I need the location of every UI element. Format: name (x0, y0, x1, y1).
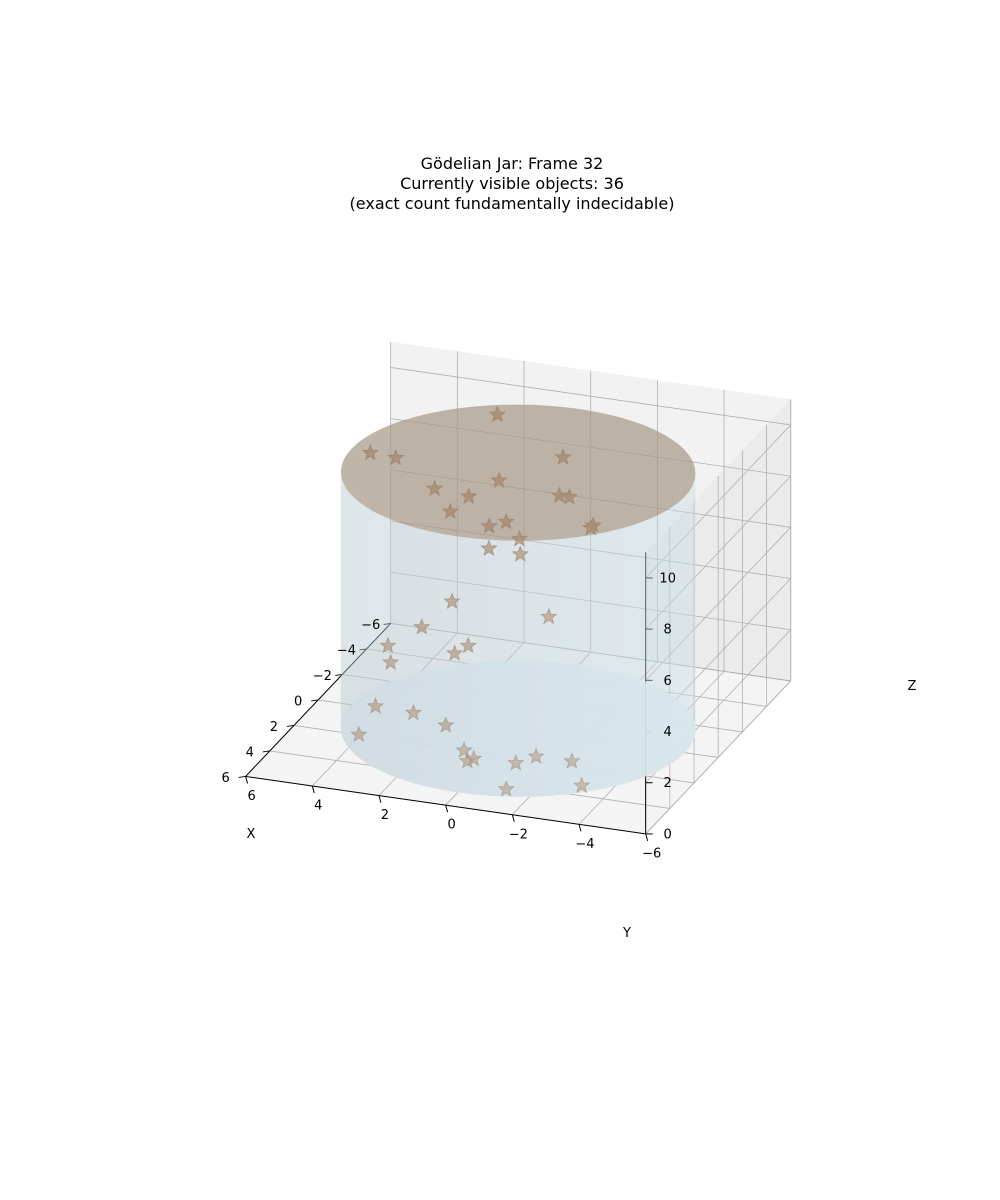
chart-title: Gödelian Jar: Frame 32 Currently visible… (350, 154, 675, 213)
title-line-2: Currently visible objects: 36 (400, 174, 624, 193)
x-tick-label: −4 (337, 643, 356, 658)
z-axis-label: Z (908, 679, 917, 694)
x-tick-label: 2 (270, 720, 278, 735)
jar-front (340, 404, 696, 797)
grid-back-z (390, 367, 791, 426)
z-tick-label: 2 (664, 776, 672, 791)
x-tick-label: −2 (313, 669, 332, 684)
z-tick-label: 10 (659, 571, 676, 586)
y-tick-mark (378, 795, 382, 803)
x-tick-label: −6 (361, 618, 380, 633)
y-tick-mark (511, 814, 515, 822)
x-axis-label: X (247, 827, 256, 842)
y-tick-mark (245, 776, 249, 784)
jar-side (340, 472, 696, 797)
y-tick-mark (645, 833, 649, 842)
y-tick-label: −2 (509, 827, 528, 842)
y-tick-label: −4 (575, 837, 594, 852)
y-tick-label: −6 (642, 846, 661, 861)
x-tick-mark (286, 724, 295, 727)
title-line-3: (exact count fundamentally indecidable) (350, 194, 675, 213)
x-tick-mark (311, 699, 319, 702)
z-tick-label: 4 (664, 725, 672, 740)
x-tick-mark (238, 775, 246, 778)
y-tick-label: 4 (314, 799, 322, 814)
z-tick-label: 8 (664, 623, 672, 638)
jar-lid (340, 404, 696, 541)
x-tick-label: 0 (294, 694, 302, 709)
y-axis-label: Y (622, 926, 631, 941)
y-tick-label: 2 (381, 808, 389, 823)
x-tick-label: 4 (246, 745, 254, 760)
x-tick-mark (262, 750, 270, 753)
z-tick-label: 6 (664, 674, 672, 689)
x-tick-label: 6 (221, 771, 229, 786)
y-tick-label: 6 (247, 789, 255, 804)
grid-side-z (645, 680, 792, 835)
y-tick-mark (311, 785, 315, 794)
z-tick-label: 0 (664, 827, 672, 842)
y-tick-mark (445, 805, 449, 813)
y-tick-mark (578, 824, 582, 832)
y-tick-label: 0 (447, 818, 455, 833)
title-line-1: Gödelian Jar: Frame 32 (421, 154, 604, 173)
